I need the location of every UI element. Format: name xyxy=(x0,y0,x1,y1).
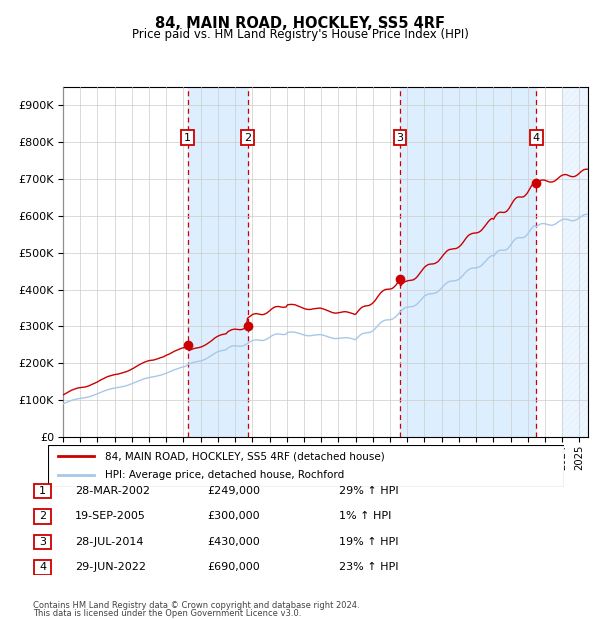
Text: 3: 3 xyxy=(39,537,46,547)
Text: 28-JUL-2014: 28-JUL-2014 xyxy=(75,537,143,547)
Text: 2: 2 xyxy=(244,133,251,143)
Text: 1% ↑ HPI: 1% ↑ HPI xyxy=(339,512,391,521)
Text: 2: 2 xyxy=(39,512,46,521)
Text: 29% ↑ HPI: 29% ↑ HPI xyxy=(339,486,398,496)
Bar xyxy=(400,87,536,437)
Text: Price paid vs. HM Land Registry's House Price Index (HPI): Price paid vs. HM Land Registry's House … xyxy=(131,28,469,41)
Text: 84, MAIN ROAD, HOCKLEY, SS5 4RF (detached house): 84, MAIN ROAD, HOCKLEY, SS5 4RF (detache… xyxy=(105,451,385,461)
Text: 23% ↑ HPI: 23% ↑ HPI xyxy=(339,562,398,572)
Text: £249,000: £249,000 xyxy=(207,486,260,496)
Text: 84, MAIN ROAD, HOCKLEY, SS5 4RF: 84, MAIN ROAD, HOCKLEY, SS5 4RF xyxy=(155,16,445,30)
Text: HPI: Average price, detached house, Rochford: HPI: Average price, detached house, Roch… xyxy=(105,471,344,480)
Text: Contains HM Land Registry data © Crown copyright and database right 2024.: Contains HM Land Registry data © Crown c… xyxy=(33,601,359,609)
Text: 4: 4 xyxy=(39,562,46,572)
Text: 1: 1 xyxy=(184,133,191,143)
Text: 4: 4 xyxy=(533,133,540,143)
Text: £300,000: £300,000 xyxy=(207,512,260,521)
Text: 19% ↑ HPI: 19% ↑ HPI xyxy=(339,537,398,547)
Text: 19-SEP-2005: 19-SEP-2005 xyxy=(75,512,146,521)
Text: 1: 1 xyxy=(39,486,46,496)
Text: 3: 3 xyxy=(397,133,404,143)
Text: £430,000: £430,000 xyxy=(207,537,260,547)
Bar xyxy=(562,87,588,437)
Text: 29-JUN-2022: 29-JUN-2022 xyxy=(75,562,146,572)
Text: £690,000: £690,000 xyxy=(207,562,260,572)
Text: This data is licensed under the Open Government Licence v3.0.: This data is licensed under the Open Gov… xyxy=(33,609,301,618)
Bar xyxy=(188,87,248,437)
Text: 28-MAR-2002: 28-MAR-2002 xyxy=(75,486,150,496)
